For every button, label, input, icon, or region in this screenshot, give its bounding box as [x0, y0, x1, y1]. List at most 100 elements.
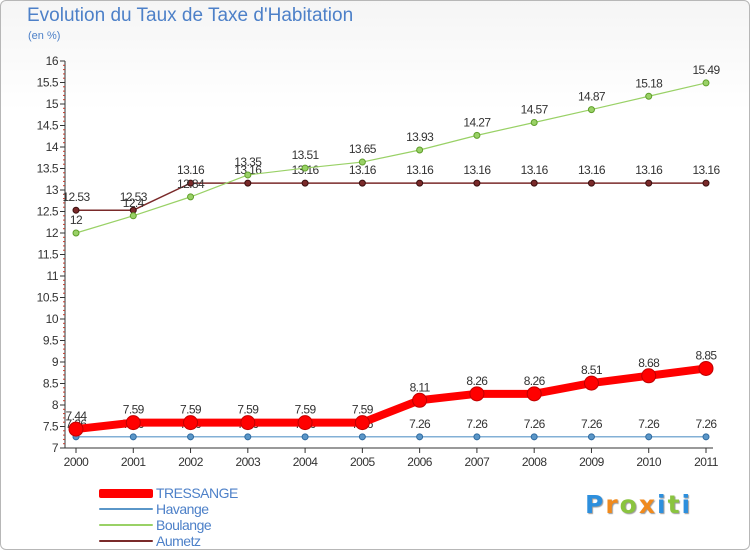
- chart-unit-label: (en %): [28, 30, 61, 42]
- data-point-boulange: [187, 193, 195, 201]
- y-tick-label: 12.5: [37, 205, 59, 219]
- data-label-tressange: 8.85: [696, 348, 718, 362]
- logo-letter: P: [585, 490, 606, 519]
- data-label-boulange: 13.35: [234, 155, 262, 169]
- data-point-aumetz: [702, 179, 710, 187]
- y-tick-label: 15.5: [37, 76, 59, 90]
- data-label-aumetz: 12.53: [62, 190, 90, 204]
- data-point-aumetz: [587, 179, 595, 187]
- data-point-havange: [645, 433, 653, 441]
- data-point-aumetz: [72, 206, 80, 214]
- data-point-boulange: [473, 131, 481, 139]
- data-point-havange: [244, 433, 252, 441]
- data-point-boulange: [530, 118, 538, 126]
- data-label-boulange: 14.27: [463, 115, 491, 129]
- y-tick-label: 14.5: [37, 119, 59, 133]
- data-point-tressange: [641, 368, 657, 384]
- x-tick-label: 2011: [694, 455, 719, 469]
- y-tick-label: 15: [46, 97, 59, 111]
- logo-letter: x: [638, 490, 657, 519]
- data-point-havange: [416, 433, 424, 441]
- x-tick-label: 2005: [350, 455, 376, 469]
- logo-letter: i: [681, 490, 693, 519]
- data-label-tressange: 7.59: [352, 403, 374, 417]
- y-tick-label: 7: [52, 441, 59, 455]
- data-point-havange: [129, 433, 137, 441]
- y-tick-label: 14: [46, 140, 59, 154]
- data-point-aumetz: [187, 179, 195, 187]
- logo-letter: t: [667, 490, 682, 519]
- data-label-aumetz: 13.16: [521, 163, 549, 177]
- legend-label-havange: Havange: [156, 501, 209, 517]
- data-point-aumetz: [530, 179, 538, 187]
- data-label-tressange: 7.59: [237, 403, 259, 417]
- data-point-havange: [530, 433, 538, 441]
- data-point-tressange: [183, 415, 199, 431]
- data-point-boulange: [645, 92, 653, 100]
- data-point-havange: [587, 433, 595, 441]
- data-label-boulange: 14.87: [578, 90, 606, 104]
- data-label-tressange: 7.44: [66, 409, 88, 423]
- y-tick-label: 8.5: [43, 377, 59, 391]
- data-point-tressange: [412, 392, 428, 408]
- data-point-havange: [187, 433, 195, 441]
- x-tick-label: 2001: [121, 455, 147, 469]
- data-label-tressange: 8.51: [581, 363, 603, 377]
- data-point-boulange: [587, 106, 595, 114]
- y-tick-label: 9: [52, 355, 59, 369]
- data-point-havange: [702, 433, 710, 441]
- data-point-boulange: [244, 171, 252, 179]
- y-tick-label: 11.5: [38, 248, 59, 262]
- legend-label-tressange: TRESSANGE: [156, 485, 238, 501]
- data-label-boulange: 13.51: [292, 148, 320, 162]
- data-point-havange: [301, 433, 309, 441]
- data-point-aumetz: [473, 179, 481, 187]
- series-line-tressange: [72, 364, 710, 434]
- data-label-boulange: 15.49: [692, 63, 720, 77]
- data-label-aumetz: 12.53: [120, 190, 148, 204]
- y-tick-label: 16: [46, 54, 59, 68]
- y-tick-label: 12: [46, 226, 59, 240]
- data-label-boulange: 15.18: [635, 76, 663, 90]
- data-label-tressange: 7.59: [295, 403, 317, 417]
- data-point-aumetz: [416, 179, 424, 187]
- x-tick-label: 2004: [293, 455, 319, 469]
- data-label-boulange: 12.84: [177, 177, 205, 191]
- data-point-tressange: [526, 386, 542, 402]
- x-tick-label: 2002: [178, 455, 204, 469]
- data-label-havange: 7.26: [524, 417, 546, 431]
- data-label-tressange: 7.59: [123, 403, 145, 417]
- data-point-boulange: [72, 229, 80, 237]
- series-line-boulange: [75, 82, 707, 234]
- chart-title: Evolution du Taux de Taxe d'Habitation: [27, 5, 354, 26]
- data-point-havange: [358, 433, 366, 441]
- data-label-boulange: 14.57: [521, 102, 549, 116]
- y-tick-label: 13: [46, 183, 59, 197]
- data-label-havange: 7.26: [696, 417, 718, 431]
- data-label-aumetz: 13.16: [406, 163, 434, 177]
- data-label-tressange: 8.11: [410, 380, 431, 394]
- data-label-tressange: 8.68: [638, 356, 660, 370]
- data-label-boulange: 12.4: [123, 196, 145, 210]
- data-point-aumetz: [645, 179, 653, 187]
- data-label-havange: 7.26: [466, 417, 488, 431]
- data-point-tressange: [125, 415, 141, 431]
- legend-swatch-aumetz: [99, 540, 153, 542]
- data-point-boulange: [358, 158, 366, 166]
- data-point-aumetz: [358, 179, 366, 187]
- data-point-aumetz: [244, 179, 252, 187]
- data-label-havange: 7.26: [638, 417, 660, 431]
- data-label-aumetz: 13.16: [463, 163, 491, 177]
- legend-label-boulange: Boulange: [156, 517, 212, 533]
- data-label-aumetz: 13.16: [635, 163, 663, 177]
- data-label-tressange: 8.26: [466, 374, 488, 388]
- y-tick-label: 10: [46, 312, 59, 326]
- x-tick-label: 2009: [579, 455, 605, 469]
- x-tick-label: 2003: [235, 455, 261, 469]
- y-tick-label: 7.5: [43, 420, 59, 434]
- data-point-tressange: [583, 375, 599, 391]
- data-point-havange: [473, 433, 481, 441]
- y-tick-label: 13.5: [37, 162, 59, 176]
